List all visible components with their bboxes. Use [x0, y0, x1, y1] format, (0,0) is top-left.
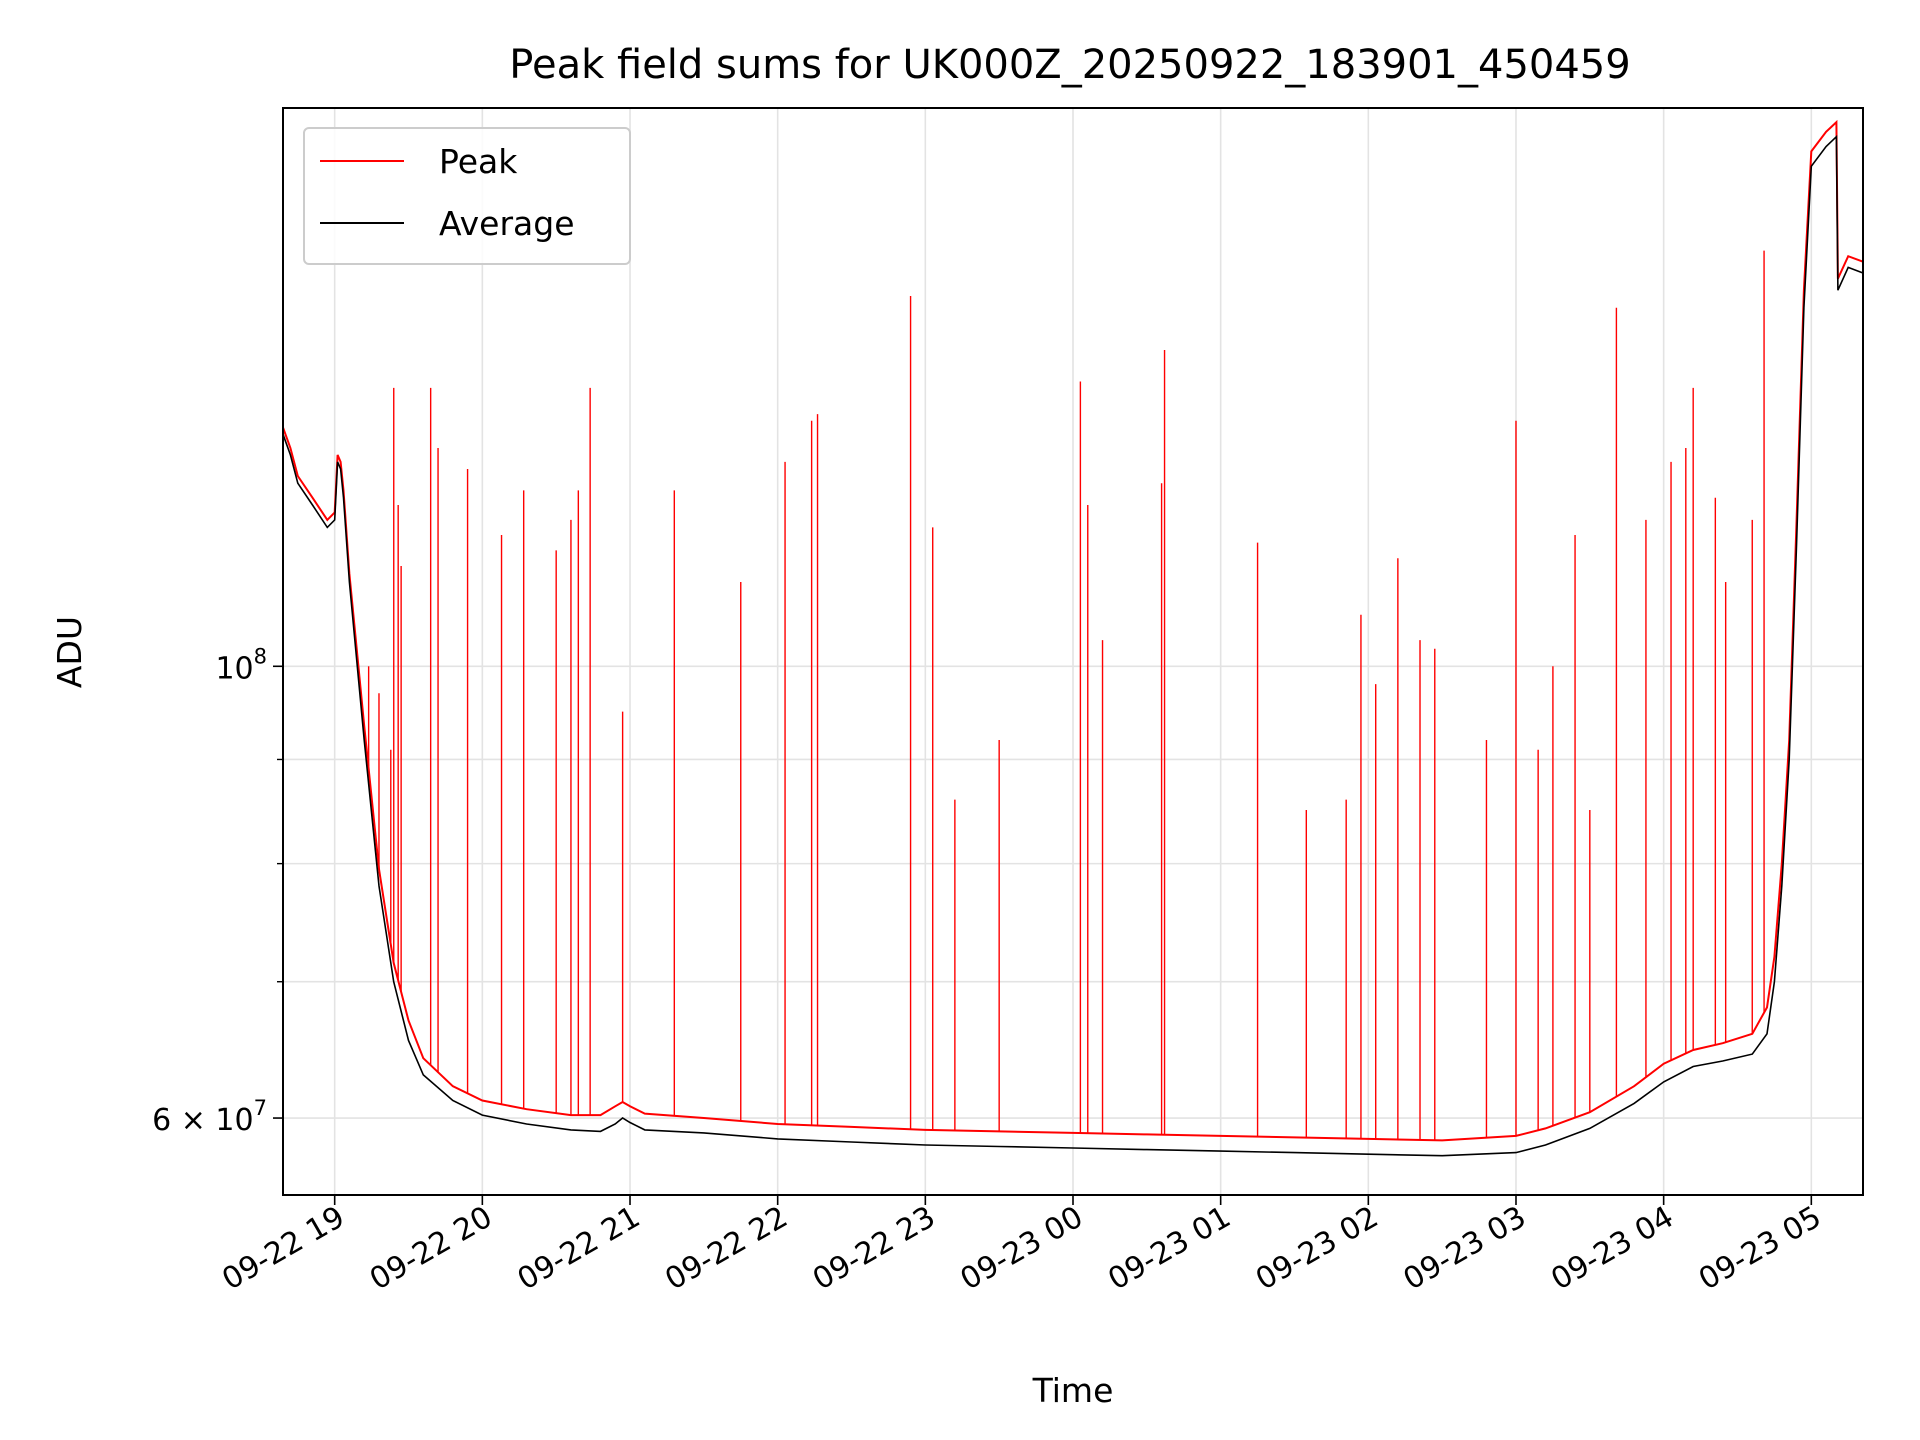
x-axis: 09-22 19 09-22 20 09-22 21 09-22 22 09-22 23… [216, 1195, 1827, 1297]
peak-spikes [367, 250, 1765, 1141]
x-tick-label: 09-23 02 [1250, 1200, 1384, 1298]
grid [283, 108, 1863, 1195]
legend-peak-label: Peak [439, 142, 518, 181]
x-axis-label: Time [1032, 1371, 1114, 1410]
y-axis: 6 × 107 108 [152, 644, 283, 1138]
y-tick-label: 108 [215, 644, 267, 686]
legend-average-label: Average [439, 204, 575, 243]
chart-title: Peak field sums for UK000Z_20250922_1839… [509, 42, 1630, 88]
legend: Peak Average [303, 127, 631, 265]
x-tick-label: 09-23 00 [955, 1200, 1089, 1298]
x-tick-label: 09-22 23 [807, 1200, 941, 1298]
y-axis-label: ADU [50, 616, 89, 688]
average-series-line [282, 134, 1864, 1157]
x-tick-label: 09-23 03 [1398, 1200, 1532, 1298]
y-tick-label: 6 × 107 [152, 1096, 267, 1138]
x-tick-label: 09-22 19 [216, 1200, 350, 1298]
x-tick-label: 09-23 04 [1545, 1200, 1679, 1298]
x-tick-label: 09-23 05 [1693, 1200, 1827, 1298]
x-tick-label: 09-22 22 [659, 1200, 793, 1298]
x-tick-label: 09-23 01 [1102, 1200, 1236, 1298]
x-tick-label: 09-22 20 [364, 1200, 498, 1298]
x-tick-label: 09-22 21 [512, 1200, 646, 1298]
